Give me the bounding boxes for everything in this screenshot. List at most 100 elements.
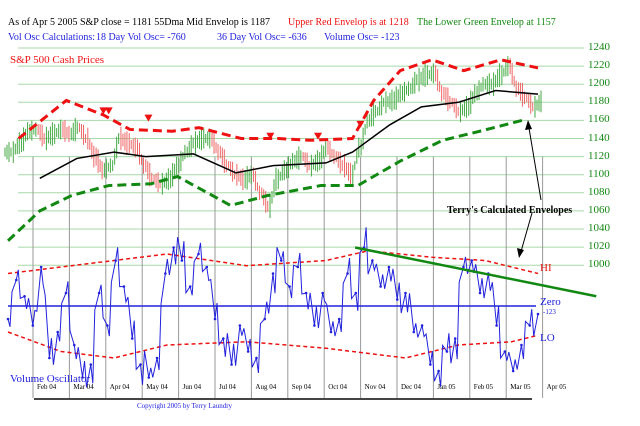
y-tick-label: 1220 [588, 59, 610, 72]
oscillator-point [255, 356, 258, 360]
oscillator-point [321, 291, 324, 295]
oscillator-point [139, 363, 142, 366]
arrow-head-icon [517, 248, 524, 258]
annotation-arrow [527, 121, 542, 201]
oscillator-point [329, 330, 333, 334]
oscillator-point [238, 324, 242, 327]
oscillator-point [23, 294, 26, 298]
hi-label: HI [540, 262, 552, 274]
lo-envelope-line [7, 331, 539, 359]
y-tick-label: 1020 [588, 240, 610, 253]
x-tick-label: Mar 04 [73, 383, 94, 391]
y-tick-label: 1200 [588, 77, 610, 90]
zero-label: Zero [540, 296, 561, 308]
vol-18-text: 18 Day Vol Osc= -760 [96, 32, 186, 43]
x-tick-label: Aug 04 [255, 383, 277, 391]
oscillator-point [395, 298, 399, 301]
oscillator-point [31, 324, 35, 327]
sell-marker-icon [99, 107, 108, 115]
oscillator-point [495, 324, 498, 327]
oscillator-point [271, 272, 275, 275]
oscillator-point [536, 312, 540, 316]
vol-36-text: 36 Day Vol Osc= -636 [217, 32, 307, 43]
oscillator-point [371, 259, 374, 262]
y-tick-label: 1140 [588, 131, 610, 144]
oscillator-point [412, 330, 416, 334]
oscillator-point [346, 272, 349, 275]
oscillator-point [56, 330, 59, 334]
oscillator-point [296, 265, 300, 269]
oscillator-point [6, 317, 10, 321]
oscillator-point [478, 291, 482, 295]
oscillator-point [213, 317, 217, 321]
x-tick-label: Jun 04 [182, 383, 202, 391]
oscillator-point [304, 291, 308, 295]
oscillator-point [445, 350, 449, 353]
price-chart-title: S&P 500 Cash Prices [10, 54, 105, 66]
oscillator-point [64, 291, 68, 295]
current-osc-value: -123 [543, 308, 556, 316]
oscillator-point [420, 324, 424, 327]
x-tick-label: Apr 05 [546, 383, 567, 391]
y-tick-label: 1160 [588, 113, 610, 126]
oscillator-point [511, 369, 515, 373]
oscillator-point [337, 317, 341, 321]
oscillator-point [470, 259, 474, 262]
oscillator-point [14, 278, 18, 282]
oscillator-point [263, 317, 267, 321]
oscillator-point [222, 337, 225, 340]
oscillator-point [48, 356, 51, 360]
oscillator-point [180, 259, 184, 262]
oscillator-point [429, 363, 432, 366]
oscillator-point [503, 350, 507, 353]
oscillator-point [39, 265, 43, 269]
y-tick-label: 1080 [588, 185, 610, 198]
oscillator-point [147, 376, 151, 379]
summary-line: As of Apr 5 2005 S&P close = 1181 55Dma … [8, 17, 271, 28]
oscillator-point [246, 350, 250, 353]
oscillator-point [81, 376, 84, 379]
oscillator-point [106, 324, 109, 327]
osc-chart-title: Volume Oscillator [10, 373, 91, 385]
hi-envelope-line [7, 249, 539, 275]
x-tick-label: Nov 04 [364, 383, 386, 391]
oscillator-point [462, 265, 465, 269]
oscillator-point [354, 291, 358, 295]
oscillator-point [453, 337, 457, 340]
x-tick-label: May 04 [146, 383, 168, 391]
x-tick-label: Dec 04 [401, 383, 422, 391]
oscillator-point [520, 343, 523, 347]
green-envelope-line [6, 118, 523, 242]
lower-envelope-text: The Lower Green Envelop at 1157 [417, 17, 556, 28]
annotation-arrow [519, 212, 533, 256]
oscillator-point [97, 291, 101, 295]
envelopes-annotation: Terry's Calculated Envelopes [447, 205, 573, 216]
oscillator-point [172, 246, 175, 249]
arrow-head-icon [525, 120, 532, 130]
mid-envelope-line [39, 89, 539, 179]
sell-marker-icon [314, 132, 323, 140]
red-envelope-line [17, 58, 539, 142]
y-tick-label: 1100 [588, 167, 610, 180]
y-tick-label: 1180 [588, 95, 610, 108]
y-tick-label: 1120 [588, 149, 610, 162]
trendline [354, 246, 597, 298]
oscillator-point [114, 259, 117, 262]
x-tick-label: Jul 04 [219, 383, 236, 391]
oscillator-point [205, 265, 209, 269]
x-tick-label: Feb 04 [37, 383, 57, 391]
x-tick-label: Jan 05 [437, 383, 456, 391]
lo-label: LO [540, 332, 555, 344]
vol-calc-label: Vol Osc Calculations: [8, 32, 96, 43]
sell-marker-icon [266, 132, 275, 140]
copyright: Copyright 2005 by Terry Laundry [137, 402, 233, 410]
oscillator-point [404, 291, 407, 295]
oscillator-point [155, 356, 159, 360]
oscillator-point [89, 363, 93, 366]
oscillator-point [288, 285, 291, 288]
oscillator-point [279, 259, 283, 262]
y-tick-label: 1240 [588, 41, 610, 53]
oscillator-point [387, 265, 391, 269]
x-tick-label: Oct 04 [328, 383, 348, 391]
